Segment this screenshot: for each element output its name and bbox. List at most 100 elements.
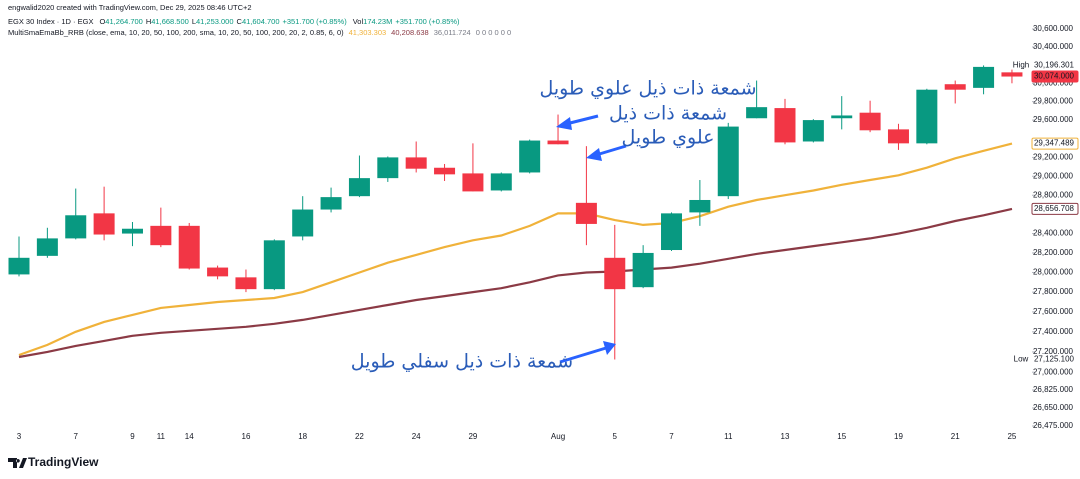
candle-body [859,112,881,131]
logo: TradingView [8,455,99,469]
ohlc-key: H [146,17,151,26]
indicator-value: 40,208.638 [391,28,429,37]
ohlc-value: 41,604.700 [242,17,280,26]
annotation: شمعة ذات ذيل [609,103,727,125]
volume-key: Vol [353,17,364,26]
price-tag [1032,353,1078,365]
candle-body [604,257,626,290]
candle-body [348,178,370,197]
candle-body [377,157,399,179]
x-tick-label: 24 [412,432,421,441]
x-tick-label: Aug [551,432,565,441]
y-tick-label: 27,400.000 [1033,327,1074,336]
arrow [595,144,627,157]
y-tick-label: 28,400.000 [1033,229,1074,238]
y-tick-label: 30,600.000 [1033,24,1074,33]
y-tick-label: 26,475.000 [1033,421,1074,430]
indicator-value: 36,011.724 [434,28,471,37]
indicator-value: 0 0 0 0 0 0 [476,28,511,37]
candle-body [235,277,257,290]
x-tick-label: 5 [613,432,618,441]
ma-line [18,142,1013,357]
ohlc-key: C [237,17,243,26]
x-tick-label: 29 [468,432,477,441]
price-tag-label: 29,347.489 [1034,139,1075,148]
candle-body [746,107,768,119]
arrow [559,346,607,364]
candle-body [178,225,200,269]
x-tick-label: 18 [298,432,307,441]
arrow-head [603,341,616,355]
ohlc-value: 41,264.700 [105,17,143,26]
credit: engwalid2020 created with TradingView.co… [8,3,252,12]
candle-body [973,66,995,88]
y-tick-label: 30,000.000 [1033,78,1074,87]
y-tick-label: 26,650.000 [1033,403,1074,412]
ohlc-value: 41,253.000 [196,17,234,26]
candle-body [575,202,597,224]
x-tick-label: 19 [894,432,903,441]
x-tick-label: 21 [951,432,960,441]
indicator-legend: MultiSmaEmaBb_RRB (close, ema, 10, 20, 5… [8,28,511,37]
y-tick-label: 27,200.000 [1033,347,1074,356]
candle-body [263,240,285,290]
y-tick-label: 27,600.000 [1033,307,1074,316]
candle-body [632,252,654,288]
candle-body [65,215,87,239]
y-tick-label: 29,600.000 [1033,115,1074,124]
candle-body [405,157,427,169]
volume-change: +351.700 (+0.85%) [395,17,460,26]
volume: 174.23M [363,17,392,26]
candle-body [944,84,966,90]
x-tick-label: 14 [185,432,194,441]
price-tag-name: Low [1014,355,1029,364]
y-tick-label: 28,200.000 [1033,248,1074,257]
price-tag-label: 30,196.301 [1034,61,1075,70]
candle-body [1001,72,1023,77]
y-tick-label: 28,000.000 [1033,268,1074,277]
y-tick-label: 29,800.000 [1033,97,1074,106]
symbol: EGX 30 Index · 1D · EGX [8,17,93,26]
candle-body [689,199,711,213]
price-tag-label: 28,656.708 [1034,204,1075,213]
plot-area: 26,475.000 26,650.000 26,825.000 27,000.000… [8,24,1079,441]
ohlc-key: O [99,17,105,26]
candle-body [207,267,229,277]
price-tag-name: High [1013,61,1029,70]
header: engwalid2020 created with TradingView.co… [8,3,511,37]
candle-body [121,228,143,234]
x-tick-label: 16 [242,432,251,441]
candle-body [887,129,909,144]
x-tick-label: 11 [157,432,166,441]
x-tick-label: 22 [355,432,364,441]
candle-body [292,209,314,237]
ohlc-key: L [192,17,196,26]
price-tag [1031,70,1079,83]
candle-body [36,238,58,256]
arrow-head [586,148,602,161]
candle-body [320,197,342,210]
logo-icon [8,458,27,468]
candle-body [8,257,30,275]
annotation: شمعة ذات ذيل سفلي طويل [351,351,573,373]
candle-body [519,140,541,173]
candle-body [831,115,853,119]
y-tick-label: 26,825.000 [1033,385,1074,394]
y-tick-label: 27,000.000 [1033,367,1074,376]
y-tick-label: 27,800.000 [1033,287,1074,296]
annotation: علوي طويل [622,127,715,149]
x-tick-label: 11 [724,432,733,441]
candle-body [462,173,484,192]
candle-body [774,108,796,143]
x-tick-label: 7 [74,432,79,441]
x-tick-label: 13 [781,432,790,441]
indicator: MultiSmaEmaBb_RRB (close, ema, 10, 20, 5… [8,28,344,37]
candle-body [434,167,456,175]
y-tick-label: 29,200.000 [1033,153,1074,162]
candle-body [490,173,512,191]
price-tag [1032,59,1078,71]
x-tick-label: 15 [837,432,846,441]
candle-body [547,140,569,145]
arrow-head [556,117,572,130]
